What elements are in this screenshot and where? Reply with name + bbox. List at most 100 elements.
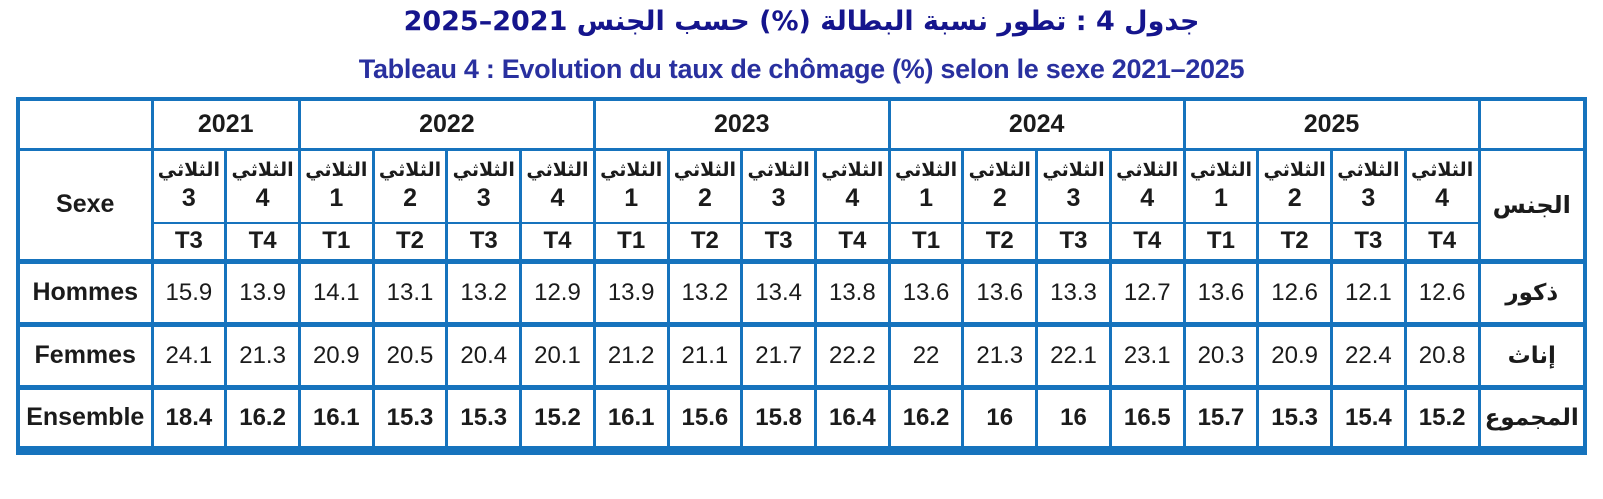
data-cell: 22.1 (1035, 321, 1112, 390)
trimester-header-row: T3 T4 T1 T2 T3 T4 T1 T2 T3 T4 T1 T2 T3 T4 T1 T2 T3 T4 (18, 222, 1585, 263)
quarter-word-arabic: الثلاثي (1411, 159, 1474, 182)
quarter-word-arabic: الثلاثي (452, 159, 515, 182)
sex-header-ar: الجنس (1477, 147, 1587, 262)
quarter-header-cell: الثلاثي 4 (1108, 147, 1186, 224)
trimester-header: T2 (371, 222, 449, 263)
data-cell: 22.2 (813, 321, 891, 390)
data-cell: 16.1 (592, 384, 670, 453)
quarter-word-arabic: الثلاثي (231, 159, 294, 182)
row-label-ar: المجموع (1477, 384, 1587, 453)
quarter-header-cell: الثلاثي 1 (297, 147, 375, 224)
quarter-word-arabic: الثلاثي (747, 159, 810, 182)
data-cell: 16.4 (813, 384, 891, 453)
row-label-ar: ذكور (1477, 258, 1587, 327)
trimester-header: T3 (1035, 222, 1112, 263)
data-cell: 15.3 (1256, 384, 1333, 453)
data-cell: 16.2 (224, 384, 301, 453)
data-cell: 21.3 (224, 321, 301, 390)
data-cell: 23.1 (1108, 321, 1186, 390)
trimester-header: T4 (519, 222, 596, 263)
data-cell: 13.6 (1182, 258, 1260, 327)
quarter-number: 1 (329, 184, 344, 213)
quarter-header-cell: الثلاثي 3 (740, 147, 817, 224)
row-label-fr: Ensemble (16, 384, 154, 453)
quarter-word-arabic: الثلاثي (1263, 159, 1326, 182)
quarter-word-arabic: الثلاثي (673, 159, 736, 182)
trimester-header: T1 (297, 222, 375, 263)
year-header: 2022 (297, 97, 596, 151)
quarter-number: 3 (181, 184, 196, 213)
data-cell: 22.4 (1330, 321, 1407, 390)
data-cell: 22 (887, 321, 965, 390)
quarter-header-cell: الثلاثي 4 (519, 147, 596, 224)
quarter-number: 4 (1140, 184, 1155, 213)
trimester-header: T4 (224, 222, 301, 263)
quarter-word-arabic: الثلاثي (600, 159, 663, 182)
quarter-word-arabic: الثلاثي (894, 159, 958, 182)
data-cell: 13.2 (666, 258, 744, 327)
data-cell: 12.6 (1256, 258, 1333, 327)
sex-header-fr: Sexe (16, 147, 154, 262)
quarter-header-cell: الثلاثي 2 (961, 147, 1039, 224)
quarter-word-arabic: الثلاثي (1189, 159, 1253, 182)
trimester-header: T2 (666, 222, 744, 263)
quarter-number: 2 (992, 184, 1007, 213)
data-cell: 15.2 (519, 384, 596, 453)
quarter-header-cell: الثلاثي 4 (224, 147, 301, 224)
quarter-number: 2 (403, 184, 417, 213)
year-header: 2023 (592, 97, 891, 151)
quarter-header-row: Sexe الثلاثي 3 الثلاثي 4 الثلاثي 1 الثلاثي 2 الثل… (16, 147, 1587, 262)
trimester-header: T3 (1330, 222, 1407, 263)
data-cell: 20.1 (519, 321, 596, 390)
year-header: 2021 (150, 97, 301, 151)
data-cell: 16.5 (1108, 384, 1186, 453)
data-cell: 16.1 (297, 384, 375, 453)
data-cell: 15.7 (1182, 384, 1260, 453)
quarter-number: 3 (1066, 184, 1081, 213)
trimester-header: T4 (1108, 222, 1186, 263)
quarter-word-arabic: الثلاثي (157, 159, 220, 182)
year-header: 2025 (1182, 97, 1481, 151)
trimester-header: T4 (1403, 222, 1481, 263)
quarter-header-cell: الثلاثي 3 (445, 147, 523, 224)
data-row-femmes: Femmes 24.1 21.3 20.9 20.5 20.4 20.1 21.2 21.1 21… (16, 321, 1587, 390)
quarter-number: 2 (1287, 184, 1302, 213)
quarter-number: 1 (624, 184, 639, 213)
data-cell: 16.2 (887, 384, 965, 453)
quarter-header-cell: الثلاثي 3 (1035, 147, 1112, 224)
quarter-number: 2 (697, 184, 712, 213)
data-cell: 13.8 (813, 258, 891, 327)
data-cell: 13.3 (1035, 258, 1112, 327)
quarter-number: 3 (1361, 184, 1376, 213)
data-cell: 20.4 (445, 321, 523, 390)
data-cell: 15.8 (740, 384, 817, 453)
quarter-header-cell: الثلاثي 2 (1256, 147, 1333, 224)
row-label-fr: Hommes (16, 258, 154, 327)
quarter-word-arabic: الثلاثي (968, 159, 1031, 182)
quarter-header-cell: الثلاثي 3 (1330, 147, 1407, 224)
data-cell: 13.6 (887, 258, 965, 327)
data-cell: 21.2 (592, 321, 670, 390)
data-cell: 13.9 (224, 258, 301, 327)
quarter-word-arabic: الثلاثي (1337, 159, 1400, 182)
data-cell: 20.8 (1403, 321, 1481, 390)
data-cell: 15.2 (1403, 384, 1481, 453)
data-cell: 18.4 (150, 384, 228, 453)
quarter-header-cell: الثلاثي 4 (813, 147, 891, 224)
trimester-header: T1 (592, 222, 670, 263)
data-cell: 15.3 (445, 384, 523, 453)
data-cell: 14.1 (297, 258, 375, 327)
quarter-word-arabic: الثلاثي (1042, 159, 1105, 182)
trimester-header: T3 (740, 222, 817, 263)
table-title-french: Tableau 4 : Evolution du taux de chômage… (358, 54, 1245, 84)
quarter-header-cell: الثلاثي 4 (1403, 147, 1481, 224)
page: جدول 4 : تطور نسبة البطالة (%) حسب الجنس… (0, 6, 1603, 455)
quarter-header-cell: الثلاثي 1 (592, 147, 670, 224)
data-cell: 13.4 (740, 258, 817, 327)
quarter-header-cell: الثلاثي 1 (1182, 147, 1260, 224)
data-cell: 13.1 (371, 258, 449, 327)
trimester-header: T1 (1182, 222, 1260, 263)
quarter-number: 4 (845, 184, 860, 213)
trimester-header: T2 (961, 222, 1039, 263)
quarter-number: 3 (476, 184, 491, 213)
